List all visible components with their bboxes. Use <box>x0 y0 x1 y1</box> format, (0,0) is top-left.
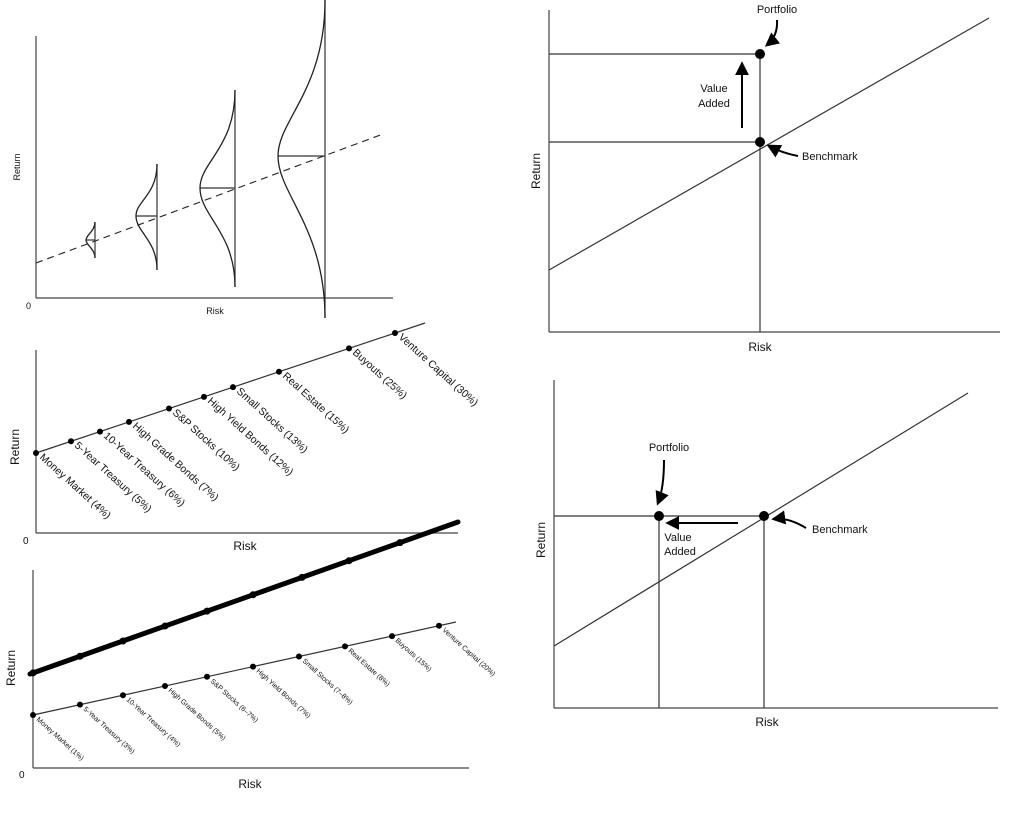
value-added-label-1: Value <box>664 532 691 544</box>
asset-point <box>342 643 348 650</box>
asset-point <box>276 368 282 375</box>
benchmark-point <box>755 137 765 147</box>
asset-label: Buyouts (15%) <box>394 637 433 673</box>
two-lines-panel: Return Risk 0 Money Market (1%)5-Year Tr… <box>4 519 497 791</box>
benchmark-label: Benchmark <box>812 524 868 536</box>
distribution-panel: Return Risk 0 <box>12 0 393 319</box>
distribution-curve <box>85 221 96 259</box>
asset-label: S&P Stocks (6–7%) <box>209 678 259 724</box>
asset-points: Money Market (4%)5-Year Treasury (5%)10-… <box>33 330 480 522</box>
asset-point <box>204 673 210 680</box>
upper-return-line <box>27 519 461 677</box>
asset-points-lower: Money Market (1%)5-Year Treasury (3%)10-… <box>30 622 497 762</box>
x-axis-label: Risk <box>755 715 779 729</box>
benchmark-line <box>548 17 990 271</box>
y-axis-label: Return <box>12 153 22 180</box>
benchmark-pointer-arrow <box>771 510 807 529</box>
asset-point <box>296 653 302 660</box>
asset-point <box>33 450 39 456</box>
benchmark-label: Benchmark <box>802 151 858 163</box>
asset-label: High Grade Bonds (5%) <box>167 687 227 742</box>
x-axis-label: Risk <box>748 340 772 354</box>
asset-label: 5-Year Treasury (5%) <box>72 440 154 515</box>
expected-return-line <box>35 133 384 264</box>
origin-label: 0 <box>26 301 31 311</box>
asset-point <box>203 607 211 615</box>
value-added-return-panel: Return Risk Value Added Portfolio Benchm… <box>529 4 1000 354</box>
portfolio-pointer-arrow <box>764 19 781 47</box>
asset-label: Venture Capital (30%) <box>396 331 480 409</box>
origin-label: 0 <box>19 770 25 781</box>
portfolio-label: Portfolio <box>649 442 689 454</box>
value-added-label-2: Added <box>698 98 730 110</box>
asset-point <box>346 345 352 352</box>
asset-point <box>392 330 398 337</box>
asset-point <box>97 428 103 435</box>
asset-point <box>230 384 236 391</box>
distribution-curve <box>199 89 236 288</box>
asset-label: 10-Year Treasury (4%) <box>125 696 182 748</box>
asset-point <box>389 633 395 640</box>
asset-point <box>119 637 127 645</box>
asset-point <box>249 591 257 599</box>
asset-point <box>345 557 353 565</box>
asset-point <box>126 418 132 425</box>
asset-point <box>30 712 36 718</box>
asset-point <box>77 701 83 708</box>
y-axis-label: Return <box>8 429 22 465</box>
lower-return-line <box>32 621 457 716</box>
asset-point <box>166 405 172 412</box>
portfolio-pointer-arrow <box>655 459 669 506</box>
asset-label: Venture Capital (20%) <box>441 627 497 678</box>
asset-label: Real Estate (8%) <box>347 648 391 689</box>
asset-point <box>29 669 37 677</box>
value-added-risk-panel: Return Risk Value Added Portfolio Benchm… <box>534 380 998 729</box>
value-added-label-2: Added <box>664 546 696 558</box>
asset-point <box>76 652 84 660</box>
asset-point <box>162 682 168 689</box>
asset-point <box>201 393 207 400</box>
y-axis-label: Return <box>529 153 543 189</box>
portfolio-label: Portfolio <box>757 4 797 16</box>
upper-line-points <box>29 539 404 677</box>
asset-point <box>396 539 404 547</box>
x-axis-label: Risk <box>233 539 257 553</box>
asset-point <box>298 573 306 581</box>
asset-point <box>161 622 169 630</box>
origin-label: 0 <box>23 536 29 547</box>
y-axis-label: Return <box>534 522 548 558</box>
benchmark-pointer-arrow <box>766 144 799 158</box>
x-axis-label: Risk <box>238 777 262 791</box>
asset-point <box>250 663 256 670</box>
asset-label: Small Stocks (7–8%) <box>301 658 354 707</box>
asset-label: Money Market (1%) <box>35 716 85 762</box>
asset-point <box>120 692 126 699</box>
portfolio-point <box>755 49 765 59</box>
asset-point <box>436 622 442 629</box>
asset-point <box>68 438 74 445</box>
distribution-curve <box>135 163 158 271</box>
asset-line-panel: Return Risk 0 Money Market (4%)5-Year Tr… <box>8 322 480 553</box>
asset-label: High Yield Bonds (7%) <box>255 668 312 720</box>
benchmark-point <box>759 511 769 521</box>
asset-label: Buyouts (25%) <box>350 347 409 402</box>
y-axis-label: Return <box>4 650 18 686</box>
portfolio-point <box>654 511 664 521</box>
asset-label: Real Estate (15%) <box>280 370 351 436</box>
value-added-label-1: Value <box>700 83 727 95</box>
asset-label: Small Stocks (13%) <box>234 385 310 455</box>
asset-label: 5-Year Treasury (3%) <box>82 706 136 756</box>
distribution-curve <box>277 0 326 319</box>
x-axis-label: Risk <box>206 306 224 316</box>
